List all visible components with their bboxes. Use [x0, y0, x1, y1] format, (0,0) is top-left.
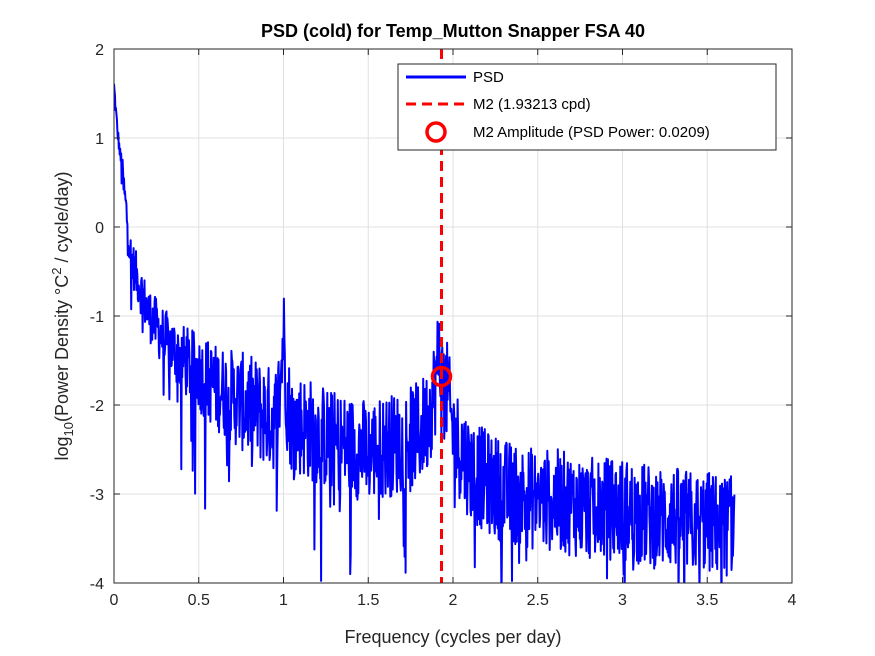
legend-psd-label: PSD [473, 69, 504, 86]
legend-m2-amplitude-swatch [425, 121, 447, 143]
legend: PSD M2 (1.93213 cpd) M2 Amplitude (PSD P… [397, 63, 777, 151]
x-tick-label: 3.5 [696, 592, 718, 609]
y-axis-label-mid: (Power Density °C [52, 275, 72, 422]
x-axis-label: Frequency (cycles per day) [344, 627, 561, 647]
x-tick-label: 2.5 [527, 592, 549, 609]
chart-title: PSD (cold) for Temp_Mutton Snapper FSA 4… [261, 21, 645, 41]
y-tick-label: 0 [95, 220, 104, 237]
psd-line [114, 83, 736, 583]
y-axis-label-prefix: log [52, 436, 72, 460]
x-tick-label: 1 [279, 592, 288, 609]
x-tick-label: 4 [788, 592, 797, 609]
legend-m2-amplitude-label: M2 Amplitude (PSD Power: 0.0209) [473, 124, 710, 141]
legend-m2-label: M2 (1.93213 cpd) [473, 96, 591, 113]
y-axis-label-sup: 2 [49, 268, 64, 275]
y-tick-label: -2 [90, 398, 104, 415]
x-ticks: 0 0.5 1 1.5 2 2.5 3 3.5 4 [110, 49, 797, 609]
x-tick-label: 3 [618, 592, 627, 609]
x-tick-label: 0.5 [188, 592, 210, 609]
y-tick-label: -3 [90, 487, 104, 504]
y-axis-label-sub: 10 [61, 422, 76, 436]
y-axis-label: log10(Power Density °C2 / cycle/day) [49, 172, 76, 461]
y-tick-label: -1 [90, 309, 104, 326]
y-tick-label: 1 [95, 131, 104, 148]
y-tick-label: -4 [90, 576, 104, 593]
x-tick-label: 2 [449, 592, 458, 609]
y-axis-label-suffix: / cycle/day) [52, 172, 72, 268]
m2-amplitude-marker [430, 365, 453, 388]
y-ticks: -4 -3 -2 -1 0 1 2 [90, 42, 792, 593]
y-tick-label: 2 [95, 42, 104, 59]
x-tick-label: 1.5 [357, 592, 379, 609]
x-tick-label: 0 [110, 592, 119, 609]
